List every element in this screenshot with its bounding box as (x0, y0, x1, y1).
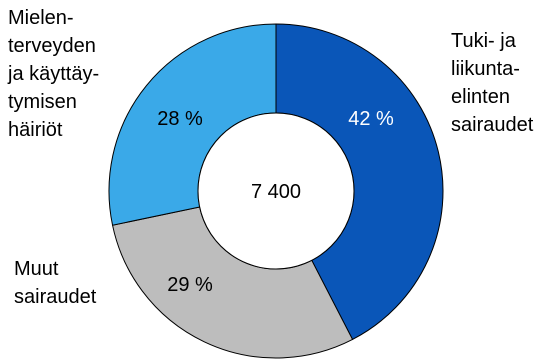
slice-value-label-2: 29 % (167, 274, 213, 296)
slice-category-label-2: Muut sairaudet (14, 258, 97, 308)
slice-value-label-1: 42 % (348, 108, 394, 130)
slice-category-label-line: Tuki- ja (451, 30, 517, 52)
donut-hole (197, 112, 355, 270)
slice-category-label-line: sairaudet (14, 286, 97, 308)
slice-category-label-1: Tuki- ja liikunta-elinten sairaudet (451, 30, 534, 136)
slice-category-label-line: ja käyttäy- (7, 63, 99, 85)
center-total-label: 7 400 (251, 181, 301, 203)
slice-category-label-line: elinten (451, 86, 510, 108)
slice-category-label-line: Mielen- (8, 7, 74, 29)
slice-category-label-line: sairaudet (451, 114, 534, 136)
slice-category-label-line: Muut (14, 258, 59, 280)
slice-category-label-line: tymisen (8, 91, 77, 113)
slice-category-label-3: Mielen-terveyden ja käyttäy-tymisen häiriö… (7, 7, 99, 141)
slice-category-label-line: häiriöt (8, 119, 63, 141)
slice-value-label-3: 28 % (157, 108, 203, 130)
slice-category-label-line: terveyden (8, 35, 96, 57)
slice-category-label-line: liikunta- (451, 58, 520, 80)
